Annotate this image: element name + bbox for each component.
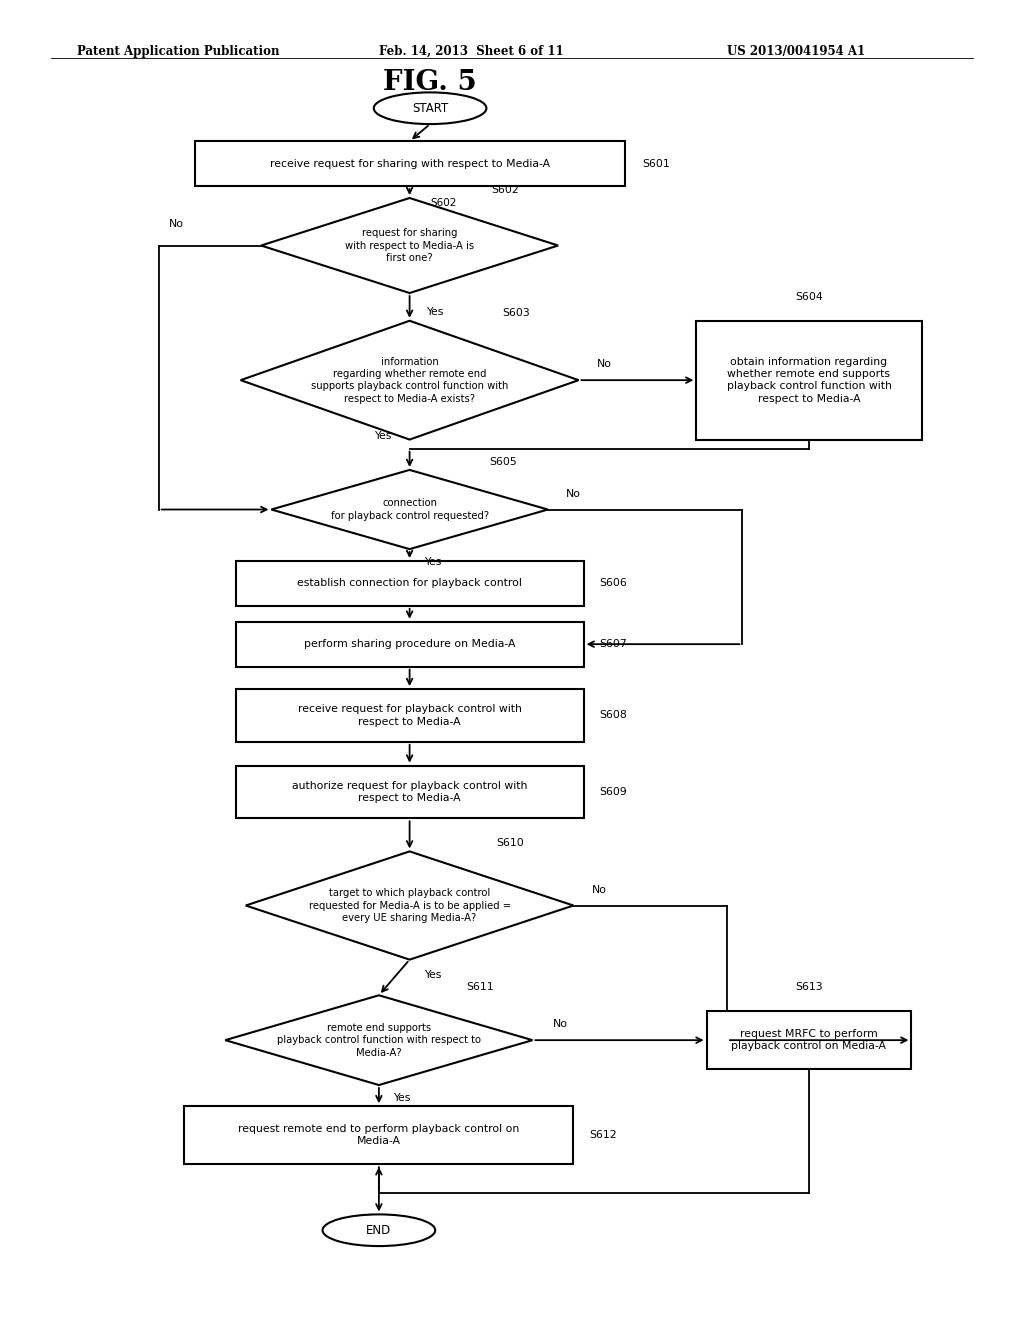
Text: Patent Application Publication: Patent Application Publication bbox=[77, 45, 280, 58]
Text: FIG. 5: FIG. 5 bbox=[383, 69, 477, 95]
Text: Yes: Yes bbox=[426, 306, 443, 317]
Text: Feb. 14, 2013  Sheet 6 of 11: Feb. 14, 2013 Sheet 6 of 11 bbox=[379, 45, 563, 58]
Text: Yes: Yes bbox=[424, 970, 441, 981]
Text: remote end supports
playback control function with respect to
Media-A?: remote end supports playback control fun… bbox=[276, 1023, 481, 1057]
Text: request remote end to perform playback control on
Media-A: request remote end to perform playback c… bbox=[239, 1125, 519, 1146]
Polygon shape bbox=[246, 851, 573, 960]
Text: establish connection for playback control: establish connection for playback contro… bbox=[297, 578, 522, 589]
FancyBboxPatch shape bbox=[236, 689, 584, 742]
Text: S613: S613 bbox=[796, 982, 822, 993]
Text: S604: S604 bbox=[795, 292, 823, 302]
Text: request MRFC to perform
playback control on Media-A: request MRFC to perform playback control… bbox=[731, 1030, 887, 1051]
Text: S611: S611 bbox=[466, 982, 494, 993]
Text: START: START bbox=[412, 102, 449, 115]
Text: No: No bbox=[553, 1019, 568, 1030]
FancyBboxPatch shape bbox=[696, 321, 922, 440]
Text: Yes: Yes bbox=[424, 557, 441, 568]
FancyBboxPatch shape bbox=[236, 766, 584, 818]
Text: S610: S610 bbox=[497, 838, 524, 849]
Text: receive request for playback control with
respect to Media-A: receive request for playback control wit… bbox=[298, 705, 521, 726]
Text: target to which playback control
requested for Media-A is to be applied =
every : target to which playback control request… bbox=[308, 888, 511, 923]
Text: US 2013/0041954 A1: US 2013/0041954 A1 bbox=[727, 45, 865, 58]
Text: S601: S601 bbox=[642, 158, 670, 169]
Text: S605: S605 bbox=[489, 457, 517, 467]
Text: S606: S606 bbox=[599, 578, 627, 589]
Text: No: No bbox=[592, 884, 607, 895]
Text: connection
for playback control requested?: connection for playback control requeste… bbox=[331, 499, 488, 520]
Text: authorize request for playback control with
respect to Media-A: authorize request for playback control w… bbox=[292, 781, 527, 803]
Polygon shape bbox=[271, 470, 548, 549]
FancyBboxPatch shape bbox=[195, 141, 625, 186]
FancyBboxPatch shape bbox=[236, 561, 584, 606]
Text: No: No bbox=[169, 219, 184, 230]
Text: request for sharing
with respect to Media-A is
first one?: request for sharing with respect to Medi… bbox=[345, 228, 474, 263]
FancyBboxPatch shape bbox=[707, 1011, 911, 1069]
Text: No: No bbox=[597, 359, 612, 370]
Text: S602: S602 bbox=[430, 198, 457, 209]
Text: S612: S612 bbox=[589, 1130, 616, 1140]
Text: Yes: Yes bbox=[374, 430, 391, 441]
Text: perform sharing procedure on Media-A: perform sharing procedure on Media-A bbox=[304, 639, 515, 649]
FancyBboxPatch shape bbox=[184, 1106, 573, 1164]
Text: S603: S603 bbox=[502, 308, 529, 318]
Text: receive request for sharing with respect to Media-A: receive request for sharing with respect… bbox=[269, 158, 550, 169]
Polygon shape bbox=[261, 198, 558, 293]
Text: Yes: Yes bbox=[393, 1093, 411, 1104]
Polygon shape bbox=[225, 995, 532, 1085]
Ellipse shape bbox=[374, 92, 486, 124]
Polygon shape bbox=[241, 321, 579, 440]
FancyBboxPatch shape bbox=[236, 622, 584, 667]
Ellipse shape bbox=[323, 1214, 435, 1246]
Text: No: No bbox=[566, 488, 582, 499]
Text: obtain information regarding
whether remote end supports
playback control functi: obtain information regarding whether rem… bbox=[726, 356, 892, 404]
Text: S608: S608 bbox=[599, 710, 627, 721]
Text: S602: S602 bbox=[492, 185, 519, 195]
Text: S609: S609 bbox=[599, 787, 627, 797]
Text: END: END bbox=[367, 1224, 391, 1237]
Text: S607: S607 bbox=[599, 639, 627, 649]
Text: information
regarding whether remote end
supports playback control function with: information regarding whether remote end… bbox=[311, 356, 508, 404]
